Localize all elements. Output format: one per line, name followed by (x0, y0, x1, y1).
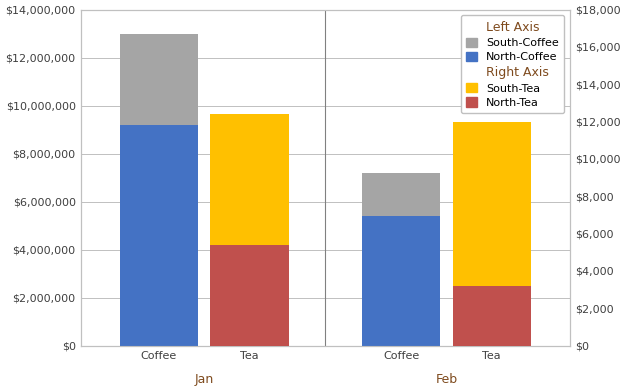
Bar (210, 114, 289, 245)
Bar (120, 34, 198, 125)
Bar (453, 286, 531, 346)
Bar (362, 173, 440, 216)
Bar (453, 122, 531, 286)
Bar (362, 216, 440, 346)
Bar (210, 245, 289, 346)
Bar (120, 125, 198, 346)
Legend: Left Axis, South-Coffee, North-Coffee, Right Axis, South-Tea, North-Tea: Left Axis, South-Coffee, North-Coffee, R… (461, 15, 565, 113)
